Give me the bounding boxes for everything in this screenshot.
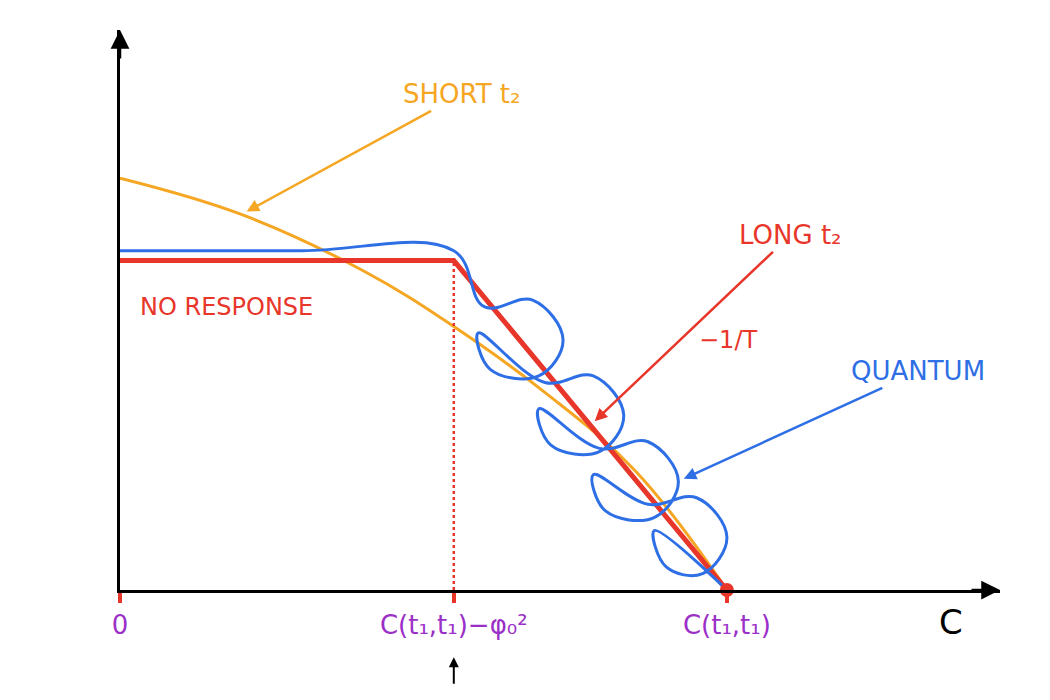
svg-text:0: 0: [112, 610, 129, 640]
svg-text:QUANTUM: QUANTUM: [851, 356, 985, 386]
svg-text:NO RESPONSE: NO RESPONSE: [140, 293, 313, 321]
svg-text:C(t₁,t₁)−φ₀²: C(t₁,t₁)−φ₀²: [380, 610, 528, 640]
svg-text:SHORT t₂: SHORT t₂: [403, 79, 520, 109]
svg-text:−1/T: −1/T: [699, 326, 757, 354]
svg-text:C(t₁,t₁): C(t₁,t₁): [683, 610, 771, 640]
svg-text:LONG t₂: LONG t₂: [739, 220, 842, 250]
svg-text:C: C: [939, 602, 963, 642]
